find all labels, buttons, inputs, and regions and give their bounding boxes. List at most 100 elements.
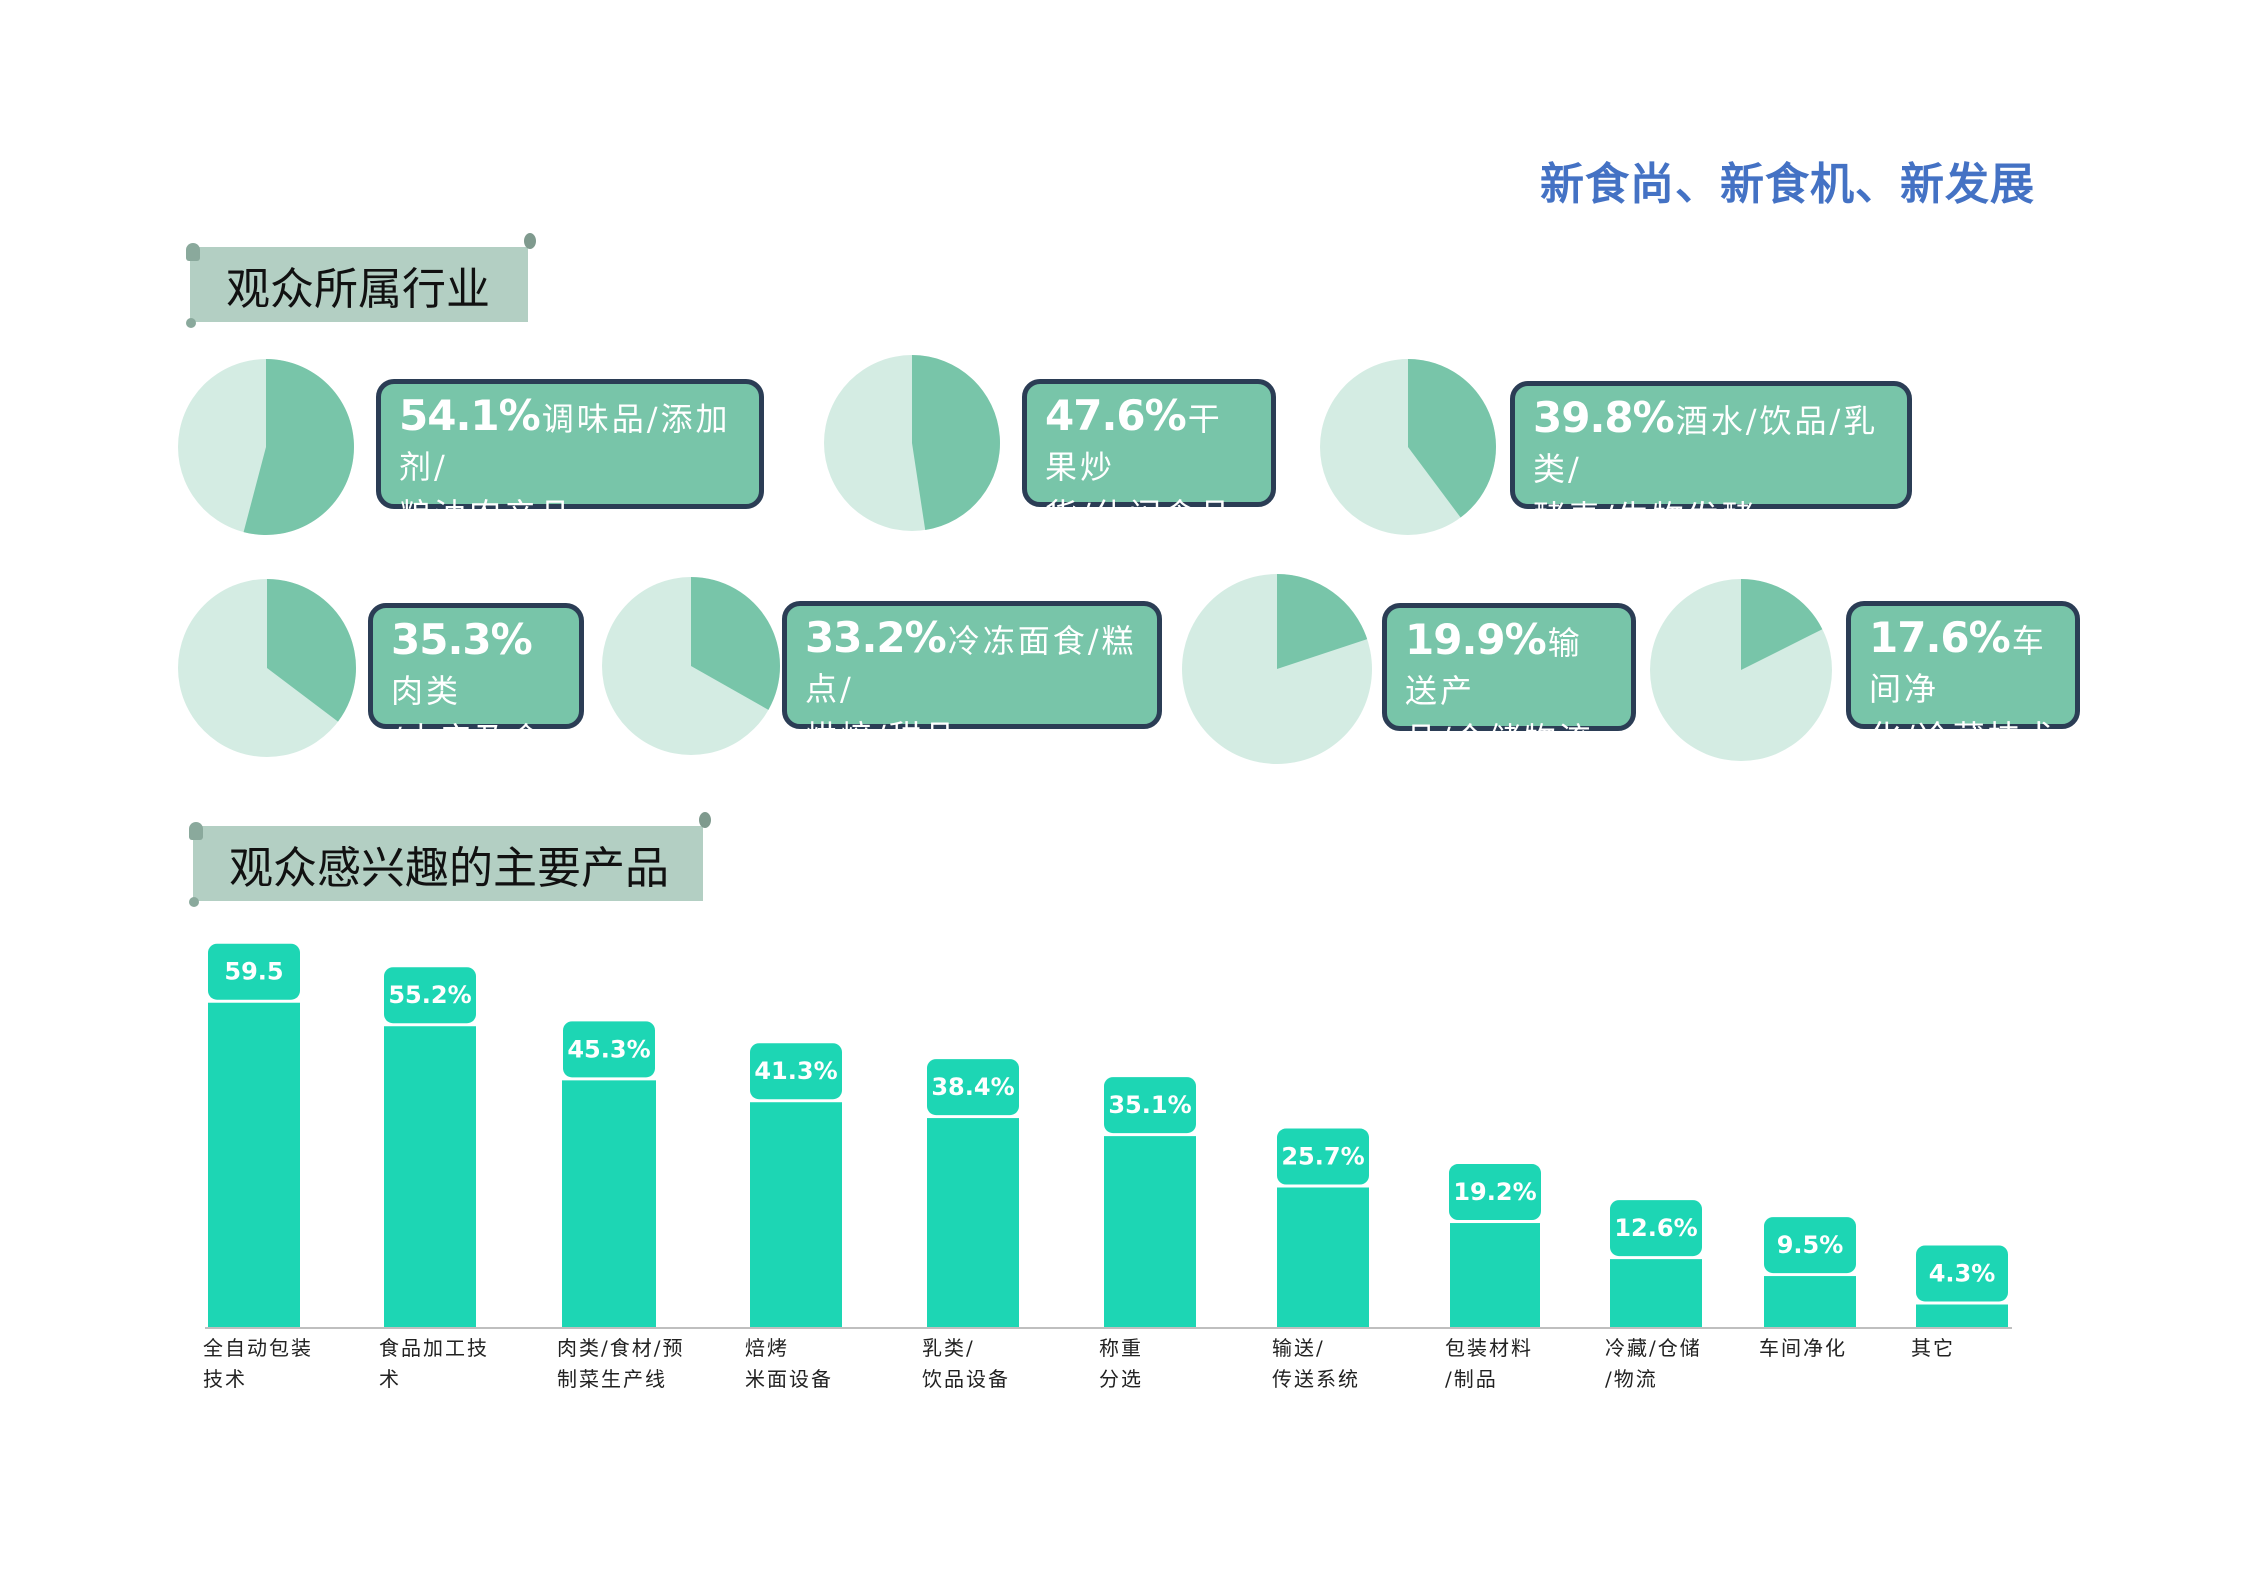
bar-value-label: 55.2%: [388, 981, 471, 1009]
category-label: /物流: [1605, 1367, 1658, 1391]
bar: [384, 1026, 476, 1328]
industry-percent: 54.1%: [399, 391, 541, 440]
pie-slice: [1408, 359, 1496, 518]
pie-slice: [243, 359, 354, 535]
category-label: 冷藏/仓储: [1605, 1336, 1702, 1360]
pie-slice: [1277, 574, 1368, 669]
bar: [562, 1080, 656, 1328]
industry-box: 35.3% 肉类 /水产及食材: [368, 603, 584, 806]
category-label: 术: [379, 1367, 401, 1391]
industry-label-line2: /水产及食材: [391, 720, 545, 806]
bar-value-label: 19.2%: [1453, 1178, 1536, 1206]
bar: [208, 1002, 300, 1328]
industry-percent: 33.2%: [805, 613, 947, 662]
pie-slice: [912, 355, 1000, 531]
category-label: 食品加工技: [379, 1336, 489, 1360]
bar-value-label: 41.3%: [754, 1057, 837, 1085]
industry-label-line1: 调味品/添加剂/: [399, 400, 731, 486]
category-label: 制菜生产线: [557, 1367, 667, 1391]
industry-pie: [602, 577, 780, 755]
industry-pie: [178, 579, 356, 757]
category-label: 米面设备: [745, 1367, 833, 1391]
bar-value-label: 4.3%: [1929, 1259, 1996, 1287]
pie-slice: [267, 579, 356, 722]
bar-value-label-bg: [927, 1059, 1019, 1116]
bar-value-label-bg: [1764, 1217, 1856, 1274]
industry-label-line2: 化/冷藏技术: [1869, 718, 2058, 756]
section-title-industry: 观众所属行业: [226, 263, 490, 315]
section-banner-products: 观众感兴趣的主要产品: [189, 812, 711, 907]
bar-value-label: 59.5: [224, 958, 283, 986]
industry-percent: 35.3%: [391, 615, 533, 664]
bar-value-label: 12.6%: [1614, 1214, 1697, 1242]
bar: [1916, 1304, 2008, 1328]
bar: [1764, 1276, 1856, 1328]
industry-label-line1: 输送产: [1405, 624, 1583, 710]
section-banner-industry: 观众所属行业: [186, 233, 536, 328]
category-label: 称重: [1099, 1336, 1143, 1360]
industry-box: 54.1%调味品/添加剂/ 粮油农产品: [376, 379, 764, 534]
industry-label-line1: 肉类: [391, 672, 462, 710]
industry-box: 47.6%干果炒 货/休闲食品: [1022, 379, 1276, 534]
industry-percent: 47.6%: [1045, 391, 1187, 440]
category-label: 包装材料: [1445, 1336, 1533, 1360]
industry-label-line2: 货/休闲食品: [1045, 496, 1234, 534]
category-label: 其它: [1911, 1336, 1955, 1360]
category-label: 焙烤: [745, 1336, 789, 1360]
category-label: 传送系统: [1272, 1367, 1360, 1391]
category-label: 饮品设备: [922, 1367, 1010, 1391]
bar-value-label: 25.7%: [1281, 1143, 1364, 1171]
bar: [1277, 1187, 1369, 1328]
industry-label-line2: 酵素/生物发酵: [1533, 498, 1757, 536]
industry-percent: 17.6%: [1869, 613, 2011, 662]
industry-percent: 39.8%: [1533, 393, 1675, 442]
bar: [927, 1118, 1019, 1328]
bar: [750, 1102, 842, 1328]
slogan: 新食尚、新食机、新发展: [1540, 159, 2035, 210]
industry-pie: [824, 355, 1000, 531]
bar-value-label-bg: [1277, 1128, 1369, 1185]
bar-value-label-bg: [208, 943, 300, 1000]
bar: [1450, 1223, 1540, 1328]
category-label: 车间净化: [1759, 1336, 1847, 1360]
industry-pie: [1650, 579, 1832, 761]
category-label: 全自动包装: [203, 1336, 313, 1360]
pie-slice: [1741, 579, 1823, 670]
bar-value-label-bg: [1916, 1245, 2008, 1302]
category-label: 乳类/: [922, 1336, 975, 1360]
bar: [1610, 1259, 1702, 1328]
industry-box: 39.8%酒水/饮品/乳类/ 酵素/生物发酵: [1510, 381, 1912, 536]
industry-pie: [1182, 574, 1372, 764]
bar-value-label-bg: [1449, 1164, 1541, 1221]
category-label: /制品: [1445, 1367, 1498, 1391]
category-label: 分选: [1099, 1367, 1143, 1391]
industry-label-line1: 干果炒: [1045, 400, 1223, 486]
category-label: 肉类/食材/预: [557, 1336, 684, 1360]
bar-value-label-bg: [750, 1043, 842, 1100]
industry-label-line2: 品/仓储物流: [1405, 720, 1594, 758]
industry-label-line1: 车间净: [1869, 622, 2047, 708]
industry-label-line1: 冷冻面食/糕点/: [805, 622, 1137, 708]
category-label: 技术: [203, 1367, 247, 1391]
industry-box: 17.6%车间净 化/冷藏技术: [1846, 601, 2080, 756]
bar-value-label-bg: [563, 1021, 655, 1078]
industry-percent: 19.9%: [1405, 615, 1547, 664]
bar-value-label: 9.5%: [1777, 1231, 1844, 1259]
section-title-products: 观众感兴趣的主要产品: [229, 842, 669, 894]
category-label: 输送/: [1272, 1336, 1325, 1360]
industry-box: 19.9%输送产 品/仓储物流: [1382, 603, 1636, 758]
industry-pie: [1320, 359, 1496, 535]
pie-slice: [691, 577, 780, 710]
bar: [1104, 1136, 1196, 1328]
industry-box: 33.2%冷冻面食/糕点/ 烘焙/甜品: [782, 601, 1162, 756]
bar-value-label-bg: [1104, 1077, 1196, 1134]
industry-label-line2: 粮油农产品: [399, 496, 575, 534]
industry-label-line2: 烘焙/甜品: [805, 718, 959, 756]
bar-value-label-bg: [384, 967, 476, 1024]
industry-label-line1: 酒水/饮品/乳类/: [1533, 402, 1879, 488]
industry-pie: [178, 359, 354, 535]
bar-value-label: 35.1%: [1108, 1091, 1191, 1119]
bar-value-label: 38.4%: [931, 1073, 1014, 1101]
bar-value-label-bg: [1610, 1200, 1702, 1257]
